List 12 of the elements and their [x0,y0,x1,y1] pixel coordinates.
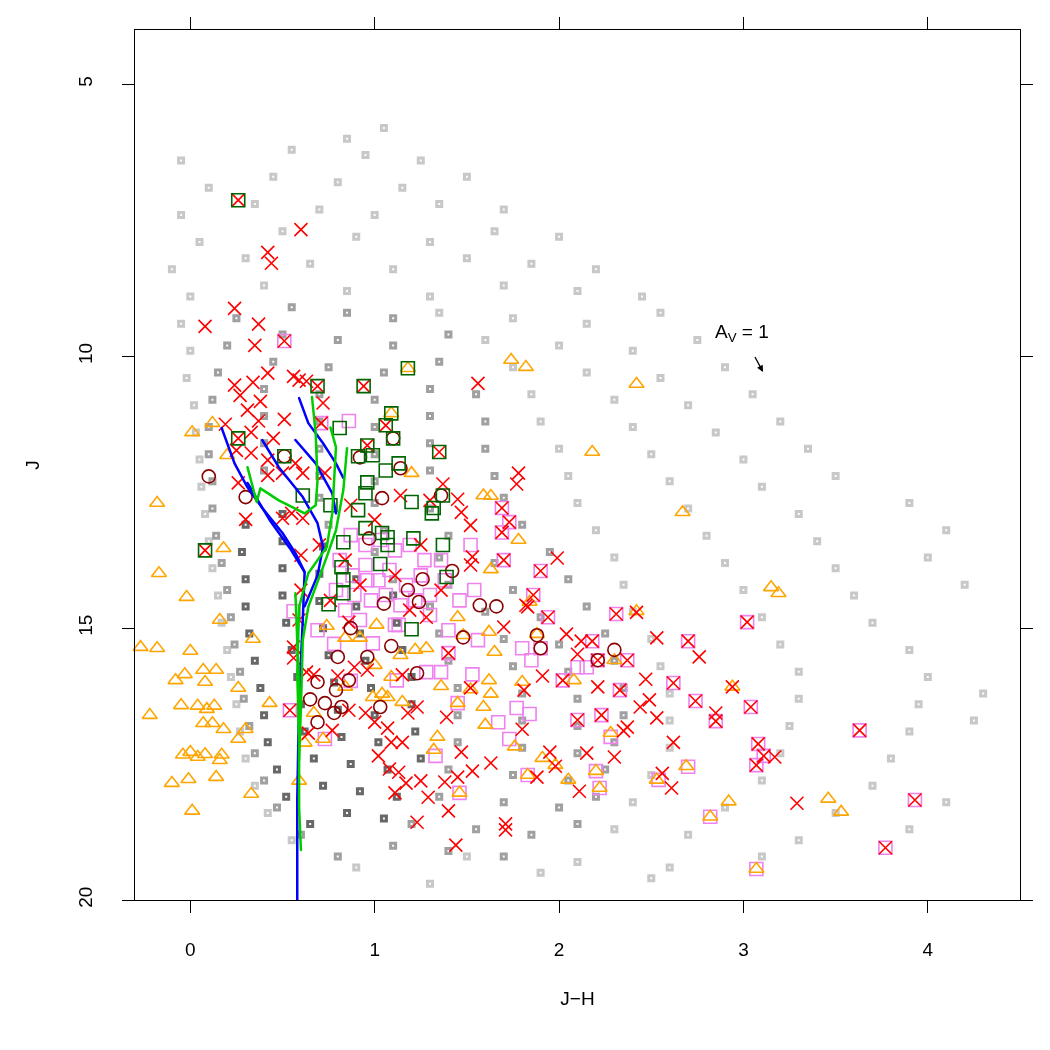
annotation: A$_{V}$ = 1 [715,321,769,345]
x-tick-label: 4 [922,938,934,960]
x-axis-title: J−H [560,987,595,1009]
x-tick-label: 0 [185,938,196,960]
y-tick-label: 5 [75,76,97,87]
y-tick-label: 15 [75,614,97,636]
y-tick-label: 10 [75,342,97,364]
x-tick-label: 2 [553,938,565,960]
x-tick-label: 3 [738,938,749,960]
y-tick-label: 20 [75,886,97,908]
y-axis-title: J [22,460,44,470]
x-tick-label: 1 [369,938,380,960]
